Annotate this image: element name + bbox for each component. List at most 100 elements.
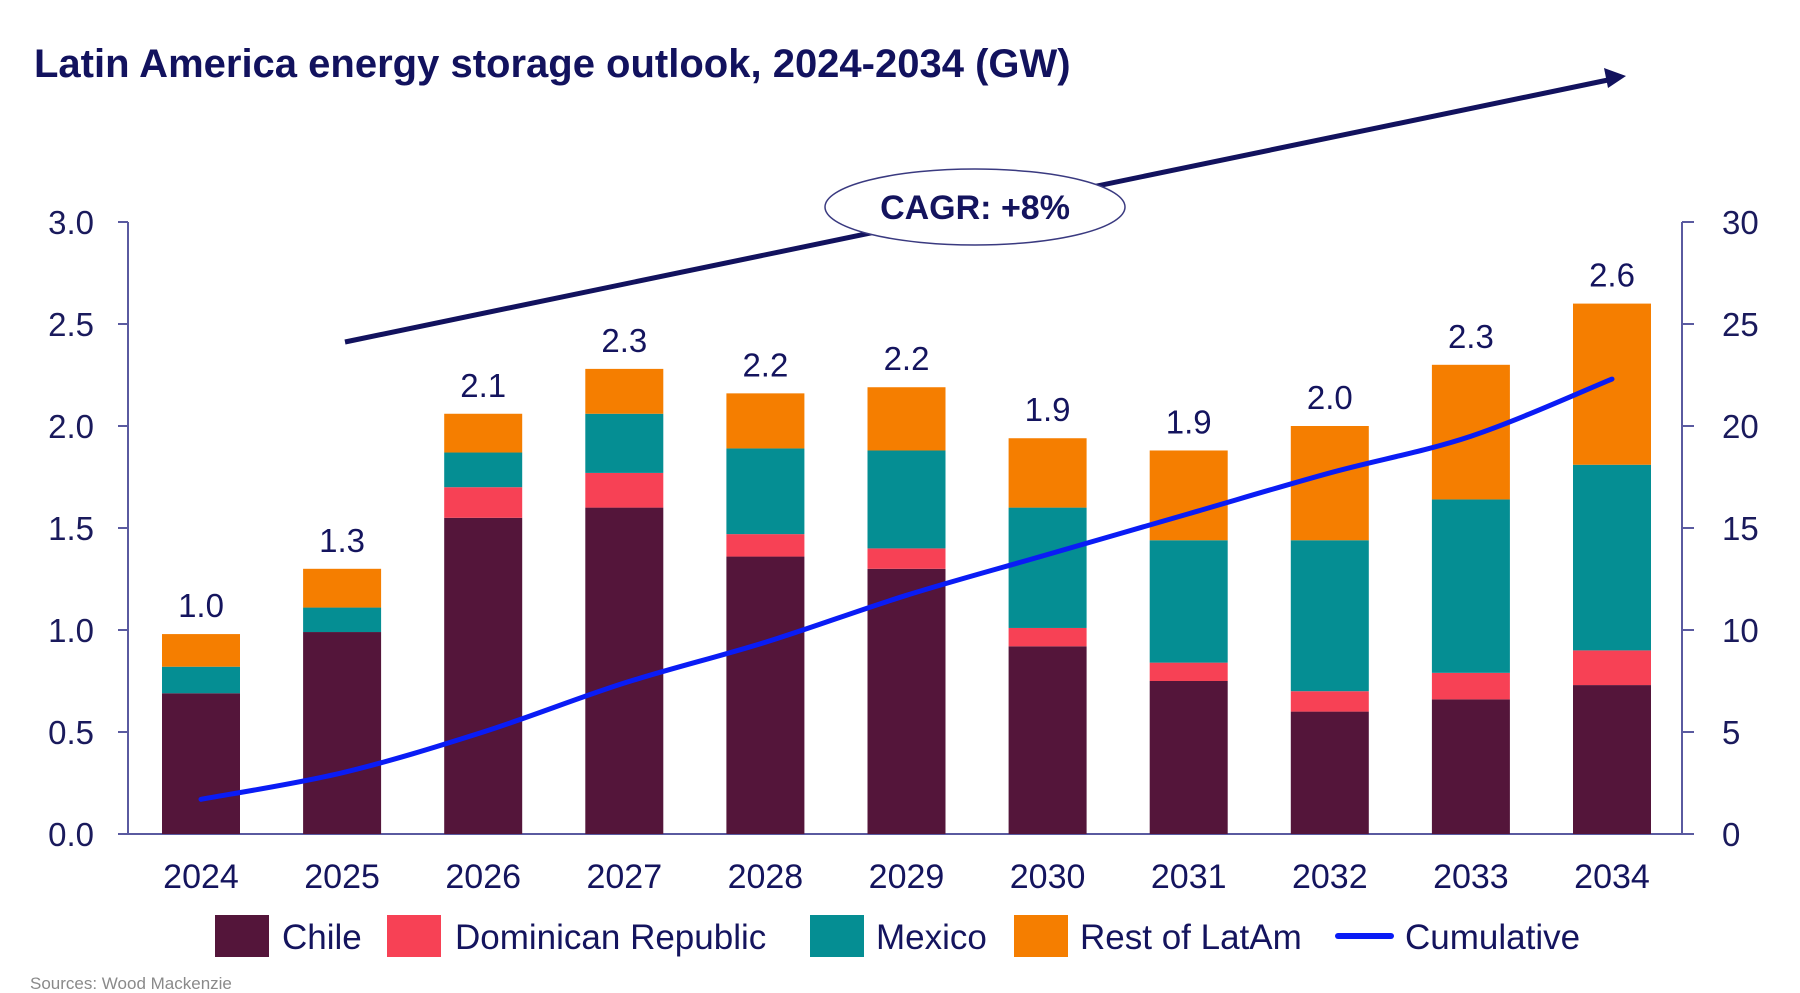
bar-stack-2033 [1431,364,1510,834]
total-data-label: 2.2 [742,346,788,383]
bar-segment-rest-of-latam [1008,438,1087,508]
bar-segment-dominican-republic [1149,662,1228,681]
cagr-ellipse [824,168,1126,246]
left-tick-label: 1.5 [48,510,94,547]
bar-segment-rest-of-latam [585,368,664,414]
bar-segment-mexico [726,448,805,535]
bar-segment-dominican-republic [867,548,946,569]
left-tick-label: 2.0 [48,408,94,445]
bar-stack-2024 [162,634,240,834]
bar-segment-chile [1149,681,1228,834]
total-data-label: 2.3 [601,322,647,359]
legend-swatch [387,915,441,957]
bar-stack-2028 [726,393,805,834]
legend-swatch [1014,915,1068,957]
bar-segment-chile [1431,699,1510,834]
total-data-label: 1.9 [1025,391,1071,428]
bar-segment-chile [303,632,382,834]
bar-stack-2032 [1290,426,1369,834]
total-data-label: 2.6 [1589,257,1635,294]
bar-segment-rest-of-latam [162,634,240,667]
x-tick-label: 2034 [1574,858,1650,896]
bar-segment-dominican-republic [1573,650,1651,686]
bar-stack-2027 [585,368,664,834]
bar-segment-dominican-republic [1431,672,1510,700]
legend-swatch [215,915,269,957]
arrow-head-icon [1604,68,1626,88]
total-data-label: 2.3 [1448,318,1494,355]
bar-segment-mexico [444,452,523,488]
bar-segment-dominican-republic [585,472,664,508]
cagr-label: CAGR: +8% [880,189,1070,227]
x-tick-label: 2024 [163,858,239,896]
x-tick-label: 2033 [1433,858,1509,896]
legend-item-chile: Chile [215,915,362,957]
x-tick-label: 2029 [869,858,945,896]
legend-label: Dominican Republic [455,918,766,957]
legend-swatch [810,915,864,957]
bar-segment-mexico [1573,464,1651,651]
bar-segment-rest-of-latam [1431,364,1510,500]
left-tick-label: 1.0 [48,612,94,649]
bar-stack-2029 [867,387,946,834]
bar-segment-dominican-republic [726,534,805,557]
right-tick-label: 30 [1722,204,1759,241]
legend-label: Rest of LatAm [1080,918,1302,957]
x-tick-label: 2030 [1010,858,1086,896]
bar-segment-chile [1008,646,1087,834]
right-tick-label: 0 [1722,816,1740,853]
left-tick-label: 2.5 [48,306,94,343]
x-tick-label: 2026 [445,858,521,896]
cumulative-line-layer [198,376,1615,802]
bar-segment-rest-of-latam [726,393,805,449]
bar-segment-chile [444,517,523,834]
total-data-label: 1.9 [1166,403,1212,440]
bar-stack-2030 [1008,438,1087,834]
bar-segment-chile [1290,711,1369,834]
bar-segment-rest-of-latam [444,413,523,453]
bar-segment-chile [726,556,805,834]
total-data-label: 2.2 [884,340,930,377]
x-tick-label: 2025 [304,858,380,896]
bars [162,303,1651,834]
bar-segment-mexico [1008,507,1087,628]
total-data-label: 2.1 [460,367,506,404]
bar-stack-2025 [303,568,382,834]
bar-segment-dominican-republic [444,487,523,518]
source-note: Sources: Wood Mackenzie [30,974,232,993]
left-tick-label: 0.0 [48,816,94,853]
legend-label: Cumulative [1405,918,1580,957]
total-data-label: 1.0 [178,587,224,624]
legend-item-rest-of-latam: Rest of LatAm [1014,915,1302,957]
bar-stack-2034 [1573,303,1651,834]
bar-segment-rest-of-latam [303,568,382,608]
bar-segment-chile [585,507,664,834]
bar-segment-rest-of-latam [1290,426,1369,541]
right-tick-label: 5 [1722,714,1740,751]
bar-segment-chile [1573,685,1651,834]
x-tick-label: 2032 [1292,858,1368,896]
left-tick-label: 3.0 [48,204,94,241]
bar-segment-rest-of-latam [1149,450,1228,541]
bar-segment-dominican-republic [1290,691,1369,712]
bar-stack-2031 [1149,450,1228,834]
x-tick-label: 2031 [1151,858,1227,896]
bar-segment-mexico [867,450,946,549]
bar-segment-mexico [1290,540,1369,692]
legend-item-mexico: Mexico [810,915,987,957]
total-data-label: 2.0 [1307,379,1353,416]
chart-title: Latin America energy storage outlook, 20… [34,42,1071,86]
legend-item-dominican-republic: Dominican Republic [387,915,766,957]
legend: Chile Dominican Republic Mexico Rest of Lat… [215,915,1580,957]
right-tick-label: 20 [1722,408,1759,445]
right-tick-label: 25 [1722,306,1759,343]
bar-segment-mexico [585,413,664,473]
cagr-annotation: CAGR: +8% [824,168,1126,246]
x-tick-label: 2028 [728,858,804,896]
bar-segment-chile [162,693,240,834]
bar-segment-chile [867,568,946,834]
bar-segment-mexico [1431,499,1510,673]
bar-stack-2026 [444,413,523,834]
